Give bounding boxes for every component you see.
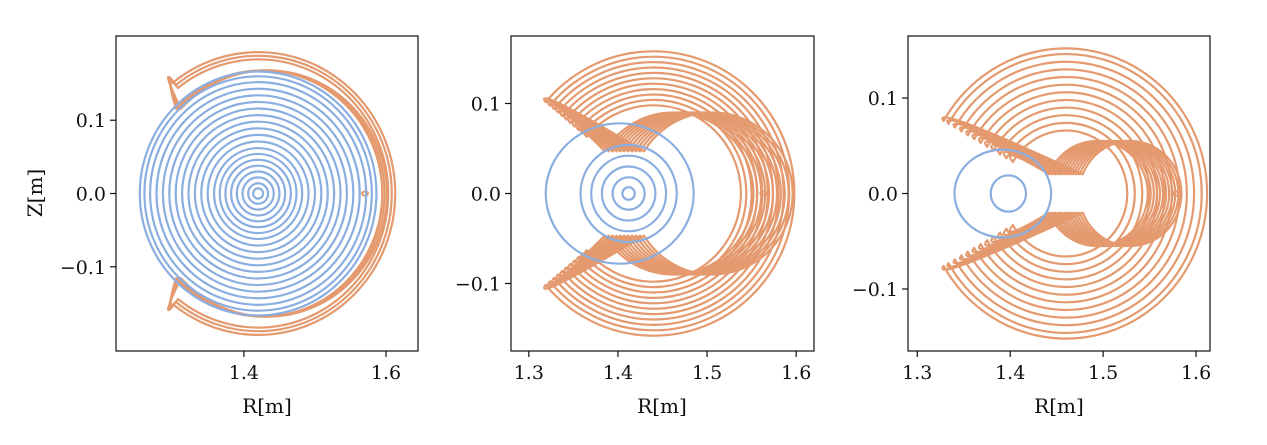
core-contour [235,170,281,217]
y-tick-label: 0.1 [76,110,106,132]
panel-2: 1.3 1.4 1.5 1.6 0.1 0.0 −0.1 R[m] [455,35,815,418]
core-contour [247,182,270,205]
y-tick-label: 0.1 [471,94,501,116]
core-contour [230,164,287,223]
core-contour [155,87,361,300]
core-contour [168,100,349,287]
y-tick-label: −0.1 [852,279,898,301]
panel-2-edge-contours [543,50,796,337]
panel-3-core-contours [953,148,1053,239]
core-contour [149,81,368,306]
core-contour [206,140,310,247]
x-tick-label: 1.4 [995,362,1025,384]
panel-1: 1.4 1.6 0.1 0.0 −0.1 R[m] Z[m] [23,35,419,418]
x-tick-label: 1.3 [902,362,932,384]
y-tick-label: −0.1 [60,257,106,279]
x-tick-label: 1.6 [371,362,401,384]
panel-2-ticks: 1.3 1.4 1.5 1.6 0.1 0.0 −0.1 [455,94,811,385]
core-contour [579,143,678,244]
core-contour [212,146,304,241]
panel-1-ticks: 1.4 1.6 0.1 0.0 −0.1 [60,110,401,384]
x-tick-label: 1.6 [781,362,811,384]
edge-contour [543,50,796,337]
core-contour [143,75,373,312]
core-separatrix [544,122,695,265]
y-tick-label: 0.0 [471,184,501,206]
core-contour [241,176,275,211]
panel-2-core-contours [544,122,695,265]
core-contour [193,127,323,260]
y-tick-label: 0.1 [868,88,898,110]
panel-3: 1.3 1.4 1.5 1.6 0.1 0.0 −0.1 R[m] [852,35,1211,418]
core-contour [989,174,1028,213]
y-tick-label: −0.1 [455,274,501,296]
x-tick-label: 1.5 [1088,362,1118,384]
x-tick-label: 1.4 [229,362,259,384]
core-contour [621,186,636,201]
island-o-point [759,190,768,197]
y-tick-label: 0.0 [76,184,106,206]
core-contour [187,120,329,267]
core-separatrix [953,148,1053,239]
core-contour [200,133,317,254]
y-tick-label: 0.0 [868,184,898,206]
x-tick-label: 1.4 [603,362,633,384]
x-tick-label: 1.5 [692,362,722,384]
x-tick-label: 1.3 [514,362,544,384]
panel-1-xlabel: R[m] [242,394,292,418]
panel-2-xlabel: R[m] [637,394,687,418]
core-contour [252,187,265,200]
x-tick-label: 1.6 [1181,362,1211,384]
panel-3-ticks: 1.3 1.4 1.5 1.6 0.1 0.0 −0.1 [852,88,1211,384]
core-contour [161,94,355,293]
core-contour [590,154,668,233]
panel-1-ylabel: Z[m] [23,169,47,217]
panel-3-xlabel: R[m] [1034,394,1084,418]
edge-contour [941,47,1209,340]
core-contour [174,107,342,280]
island-o-point [1172,190,1181,197]
core-contour [224,158,292,229]
core-contour [218,152,298,235]
core-contour [611,176,646,211]
panel-3-edge-contours [941,47,1209,340]
core-contour [600,165,657,222]
panel-1-core-contours [138,70,378,317]
core-contour [138,70,378,317]
core-contour [180,114,336,273]
